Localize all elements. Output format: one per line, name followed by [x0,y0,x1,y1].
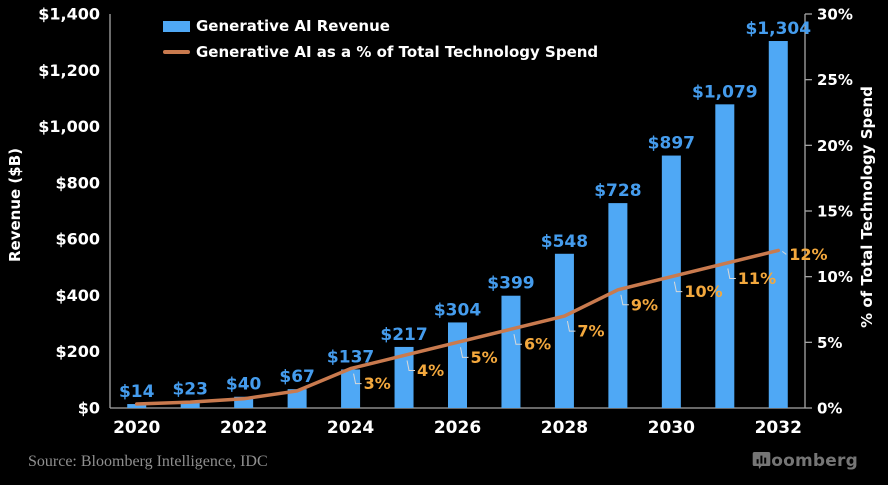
bar-value-label: $14 [119,382,155,402]
bloomberg-logo: Bloomberg [752,451,858,471]
right-axis-tick-label: 30% [817,6,853,24]
revenue-bar [234,396,254,408]
x-axis-tick-label: 2030 [648,418,695,438]
source-credit: Source: Bloomberg Intelligence, IDC [28,453,268,470]
percent-value-label: 5% [471,348,498,367]
bar-value-label: $40 [226,375,262,395]
revenue-bar [501,295,521,408]
left-axis-tick-label: $0 [78,399,100,418]
x-axis-tick-label: 2028 [541,418,588,438]
percent-value-label: 9% [631,295,658,314]
left-axis-title: Revenue ($B) [6,147,24,263]
percent-label-leader [460,347,469,358]
right-axis-tick-label: 10% [817,268,853,286]
x-axis-tick-label: 2024 [327,418,374,438]
revenue-bar [287,389,307,408]
right-axis-tick-label: 25% [817,71,853,89]
percent-label-leader [620,294,629,306]
right-axis-tick-label: 15% [817,203,853,221]
left-axis-tick-label: $400 [55,286,100,305]
bloomberg-terminal-icon [752,452,771,469]
bar-value-label: $304 [434,300,481,320]
left-axis-tick-label: $1,400 [38,5,100,24]
percent-label-leader [781,250,787,255]
percent-value-label: 11% [738,269,776,288]
percent-value-label: 7% [577,322,604,341]
revenue-bar [448,322,467,408]
percent-label-leader [513,334,522,345]
percent-label-leader [353,373,362,385]
bar-value-label: $137 [327,347,374,367]
percent-line [134,248,781,406]
revenue-bar [554,253,574,408]
percent-value-label: 10% [684,282,722,301]
revenue-bar [768,41,788,408]
legend-line-swatch-icon [163,50,190,54]
revenue-bar [715,104,735,409]
percent-value-label: 6% [524,335,551,354]
right-axis-tick-label: 5% [817,334,842,352]
revenue-bar [394,346,414,408]
left-axis-tick-label: $1,000 [38,117,100,136]
legend: Generative AI Revenue Generative AI as a… [163,13,598,65]
revenue-bar [127,404,147,408]
bar-value-label: $1,304 [745,19,811,39]
percent-label-leader [673,281,683,293]
bar-value-label: $67 [279,367,315,387]
left-axis-tick-label: $1,200 [38,61,100,80]
percent-label-leader [566,320,576,332]
right-axis-tick-label: 0% [817,400,842,418]
revenue-bar [180,401,200,408]
legend-label-percent: Generative AI as a % of Total Technology… [196,43,599,61]
revenue-bar [661,155,681,408]
bar-value-label: $728 [594,181,641,201]
bar-value-label: $399 [487,274,534,294]
x-axis-tick-label: 2020 [113,418,160,438]
left-axis-tick-label: $600 [55,230,100,249]
percent-label-leader [406,360,416,371]
right-axis-tick-label: 20% [817,137,853,155]
x-axis-tick-label: 2032 [755,418,802,438]
bar-value-label: $1,079 [692,82,758,102]
bar-value-label: $217 [380,325,427,345]
legend-label-revenue: Generative AI Revenue [196,17,390,35]
percent-value-label: 3% [364,374,391,393]
legend-bar-swatch-icon [163,20,190,32]
percent-value-label: 4% [417,361,444,380]
x-axis-tick-label: 2022 [220,418,267,438]
percent-value-label: 12% [789,245,827,264]
revenue-bar [341,369,361,408]
x-axis-tick-label: 2026 [434,418,481,438]
left-axis-tick-label: $800 [55,173,100,192]
bar-value-label: $23 [172,380,208,400]
right-axis-title: % of Total Technology Spend [858,86,876,328]
bloomberg-logo-text: Bloomberg [752,451,858,471]
bar-value-label: $548 [541,232,588,252]
revenue-bar [608,203,628,408]
percent-label-leader [727,268,736,280]
legend-item-percent: Generative AI as a % of Total Technology… [163,39,598,65]
left-axis-tick-label: $200 [55,342,100,361]
legend-item-revenue: Generative AI Revenue [163,13,598,39]
bar-value-label: $897 [648,134,695,154]
